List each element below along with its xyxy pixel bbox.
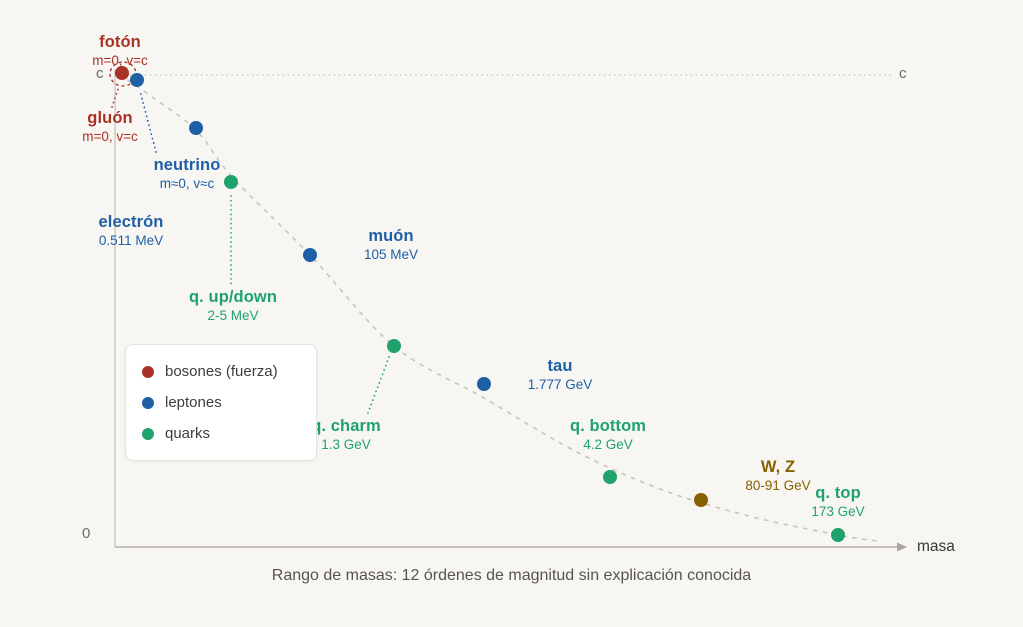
electron-mass: 0.511 MeV [98, 233, 164, 249]
foton-mass: m=0, v=c [92, 53, 148, 69]
quark-charm-leader-line [367, 356, 390, 414]
muon-mass: 105 MeV [363, 247, 419, 263]
gluon-mass: m=0, v=c [82, 129, 138, 145]
electron-name: electrón [98, 213, 164, 231]
quark-updown-name: q. up/down [188, 288, 278, 306]
quark-bottom-label: q. bottom 4.2 GeV [570, 417, 646, 453]
quark-charm-label: q. charm 1.3 GeV [311, 417, 381, 453]
wz-label: W, Z 80-91 GeV [745, 458, 810, 494]
quark-bottom-point [603, 470, 617, 484]
legend-item-quarks: quarks [140, 418, 302, 449]
legend-label-quarks: quarks [165, 425, 211, 442]
quark-top-mass: 173 GeV [811, 504, 865, 520]
neutrino-leader-line [139, 90, 157, 153]
quark-updown-point [224, 175, 238, 189]
quark-charm-mass: 1.3 GeV [321, 437, 371, 453]
y-axis-top-label: c [96, 65, 104, 82]
quark-updown-label: q. up/down 2-5 MeV [189, 288, 277, 324]
boson-color-dot [142, 365, 154, 378]
wz-name: W, Z [760, 458, 796, 476]
lepton-color-dot [142, 396, 154, 409]
tau-point [477, 377, 491, 391]
legend-label-bosones: bosones (fuerza) [165, 363, 278, 380]
quark-bottom-mass: 4.2 GeV [583, 437, 633, 453]
tau-label: tau 1.777 GeV [528, 357, 593, 393]
gluon-name: gluón [87, 109, 133, 127]
neutrino-mass: m≈0, v≈c [159, 176, 215, 192]
quark-top-name: q. top [815, 484, 861, 502]
quark-charm-point [387, 339, 401, 353]
legend-item-bosones: bosones (fuerza) [140, 356, 302, 387]
chart-caption: Rango de masas: 12 órdenes de magnitud s… [271, 567, 752, 584]
tau-name: tau [547, 357, 573, 375]
foton-point [115, 66, 129, 80]
wz-mass: 80-91 GeV [745, 478, 811, 494]
neutrino-label: neutrino m≈0, v≈c [154, 156, 221, 192]
quark-updown-mass: 2-5 MeV [207, 308, 259, 324]
c-line-right-label: c [899, 65, 907, 82]
foton-label: fotón m=0, v=c [92, 33, 148, 69]
mass-velocity-curve [118, 73, 879, 542]
muon-name: muón [368, 227, 414, 245]
gluon-leader-line [111, 88, 119, 108]
legend-item-leptones: leptones [140, 387, 302, 418]
quark-charm-name: q. charm [311, 417, 381, 435]
quark-color-dot [142, 427, 154, 440]
wz-point [694, 493, 708, 507]
foton-name: fotón [99, 33, 141, 51]
electron-point [189, 121, 203, 135]
x-axis-label: masa [917, 538, 955, 555]
quark-top-label: q. top 173 GeV [811, 484, 864, 520]
quark-top-point [831, 528, 845, 542]
neutrino-point [130, 73, 144, 87]
gluon-label: gluón m=0, v=c [82, 109, 138, 145]
electron-label: electrón 0.511 MeV [99, 213, 164, 249]
y-axis-zero-label: 0 [82, 525, 91, 542]
muon-point [303, 248, 317, 262]
muon-label: muón 105 MeV [364, 227, 418, 263]
neutrino-name: neutrino [153, 156, 221, 174]
x-axis-arrow-icon [897, 542, 907, 552]
tau-mass: 1.777 GeV [527, 377, 593, 393]
quark-bottom-name: q. bottom [569, 417, 647, 435]
legend-label-leptones: leptones [165, 394, 222, 411]
legend: bosones (fuerza) leptones quarks [125, 344, 317, 461]
